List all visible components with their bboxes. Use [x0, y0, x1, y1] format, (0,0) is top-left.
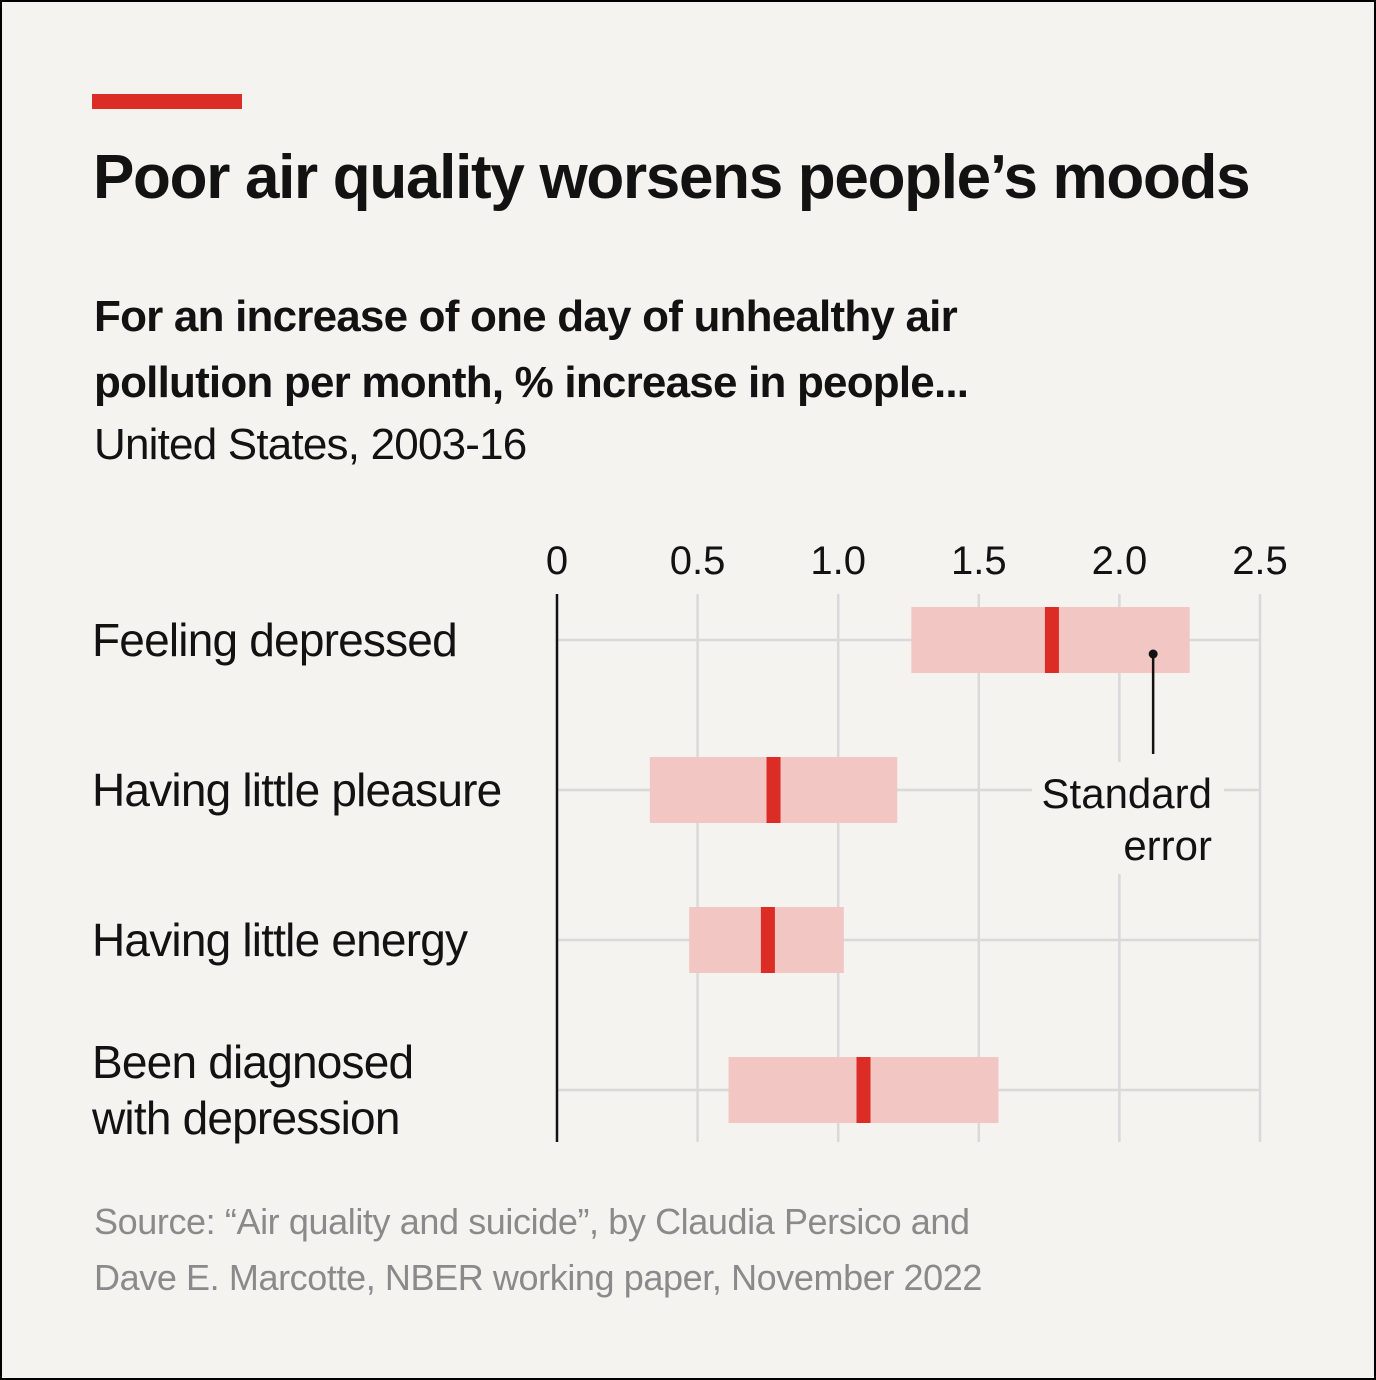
category-label-2-0: Having little energy — [92, 914, 468, 966]
x-tick-label-0: 0 — [546, 539, 568, 583]
chart-subtitle: For an increase of one day of unhealthy … — [94, 292, 969, 407]
estimate-marker-1 — [766, 757, 781, 823]
standard-error-annotation: Standard error — [1032, 649, 1224, 874]
x-tick-labels: 0 0.5 1.0 1.5 2.0 2.5 — [546, 539, 1288, 583]
estimate-marker-0 — [1044, 607, 1059, 673]
source-line-2: Dave E. Marcotte, NBER working paper, No… — [94, 1257, 983, 1298]
accent-bar — [92, 94, 242, 109]
x-tick-label-2: 1.0 — [810, 539, 866, 583]
gridlines — [696, 594, 1262, 1142]
source-line-1: Source: “Air quality and suicide”, by Cl… — [94, 1201, 970, 1242]
annotation-background — [1032, 762, 1224, 874]
chart-region-period: United States, 2003-16 — [94, 420, 527, 469]
x-tick-label-5: 2.5 — [1232, 539, 1288, 583]
category-labels: Feeling depressed Having little pleasure H… — [91, 614, 502, 1144]
estimate-marker-2 — [760, 907, 775, 973]
category-label-1-0: Having little pleasure — [92, 764, 501, 816]
category-label-0-0: Feeling depressed — [92, 614, 457, 666]
category-label-3-0: Been diagnosed — [92, 1036, 413, 1088]
annotation-label-0: Standard — [1042, 770, 1212, 817]
x-tick-label-4: 2.0 — [1092, 539, 1148, 583]
source-note: Source: “Air quality and suicide”, by Cl… — [94, 1194, 994, 1306]
x-tick-label-1: 0.5 — [670, 539, 726, 583]
x-tick-label-3: 1.5 — [951, 539, 1007, 583]
category-label-3-1: with depression — [91, 1092, 400, 1144]
estimate-marker-3 — [856, 1057, 871, 1123]
estimate-markers — [760, 607, 1059, 1123]
annotation-label-1: error — [1123, 822, 1212, 869]
chart-title: Poor air quality worsens people’s moods — [93, 143, 1251, 212]
